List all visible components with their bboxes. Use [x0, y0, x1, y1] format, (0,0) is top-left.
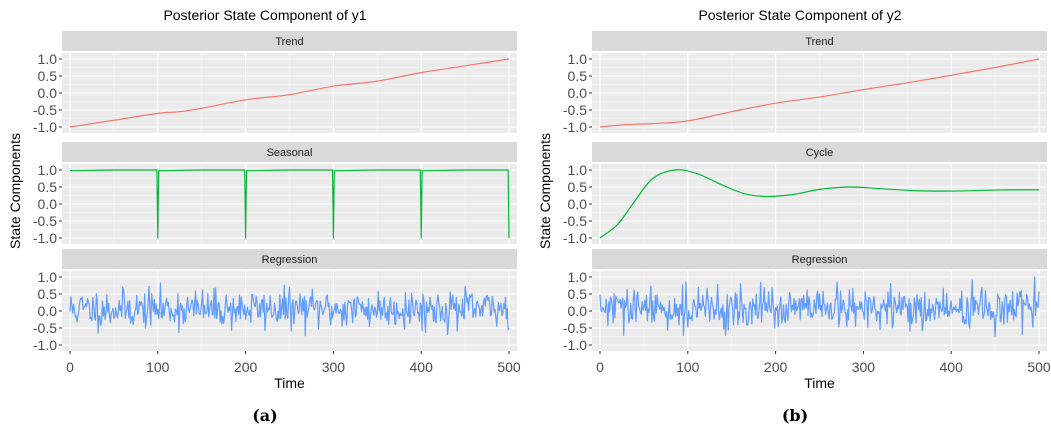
facet-regression: Regression 1.00.50.0-0.5-1.0: [563, 249, 1047, 353]
x-tick-label: 100: [146, 359, 170, 375]
series-line-cycle: [599, 169, 1040, 239]
chart-title: Posterior State Component of y2: [698, 7, 901, 23]
y-tick-label: 0.5: [38, 68, 58, 84]
facet-strip-label: Cycle: [806, 147, 834, 159]
x-axis-label: Time: [274, 375, 305, 391]
x-tick-label: 300: [852, 359, 876, 375]
x-tick-label: 100: [676, 359, 700, 375]
y-axis-label: State Components: [537, 133, 553, 249]
x-tick-label: 500: [497, 359, 521, 375]
facet-strip-label: Regression: [262, 254, 318, 266]
x-tick-label: 0: [596, 359, 604, 375]
series-line-regression: [599, 276, 1040, 337]
facet-strip: [592, 142, 1047, 162]
y-tick-label: -0.5: [563, 102, 587, 118]
y-tick-label: -1.0: [33, 119, 57, 135]
x-tick-label: 200: [764, 359, 788, 375]
y-tick-label: 0.0: [568, 85, 588, 101]
y-tick-label: 0.5: [568, 68, 588, 84]
caption-a: (a): [252, 406, 278, 425]
x-tick-label: 300: [322, 359, 346, 375]
facet-strip-label: Trend: [805, 36, 833, 48]
y-tick-label: 1.0: [568, 162, 588, 178]
facet-regression: Regression 1.00.50.0-0.5-1.0: [33, 249, 517, 353]
y-tick-label: 1.0: [38, 51, 58, 67]
y-tick-label: 1.0: [38, 269, 58, 285]
facet-strip: [62, 31, 517, 51]
y-tick-label: 0.5: [38, 179, 58, 195]
series-line-seasonal: [69, 169, 510, 239]
chart-title: Posterior State Component of y1: [163, 7, 366, 23]
facet-strip-label: Seasonal: [267, 147, 313, 159]
facet-strip: [62, 142, 517, 162]
y-tick-label: 0.0: [568, 303, 588, 319]
facet-strip: [592, 31, 1047, 51]
facet-seasonal: Seasonal 1.00.50.0-0.5-1.0: [33, 142, 517, 246]
facet-strip: [592, 249, 1047, 269]
series-line-trend: [599, 58, 1040, 128]
y-tick-label: -0.5: [33, 102, 57, 118]
y-tick-label: 0.5: [568, 286, 588, 302]
chart-y1: Posterior State Component of y1 State Com…: [7, 7, 521, 391]
y-tick-label: -0.5: [33, 213, 57, 229]
y-tick-label: -1.0: [563, 337, 587, 353]
x-tick-label: 0: [66, 359, 74, 375]
y-tick-label: 0.5: [38, 286, 58, 302]
y-tick-label: 0.0: [38, 85, 58, 101]
y-tick-label: -1.0: [563, 230, 587, 246]
y-tick-label: 1.0: [38, 162, 58, 178]
series-line-trend: [69, 58, 510, 128]
y-tick-label: -0.5: [563, 213, 587, 229]
facet-strip: [62, 249, 517, 269]
x-tick-label: 500: [1027, 359, 1051, 375]
y-tick-label: 1.0: [568, 51, 588, 67]
y-tick-label: 0.0: [568, 196, 588, 212]
y-tick-label: -0.5: [563, 320, 587, 336]
x-tick-label: 200: [234, 359, 258, 375]
chart-y2: Posterior State Component of y2 State Com…: [537, 7, 1051, 391]
facet-strip-label: Trend: [275, 36, 303, 48]
y-tick-label: -1.0: [33, 337, 57, 353]
y-tick-label: 0.0: [38, 196, 58, 212]
caption-b: (b): [782, 406, 808, 425]
y-tick-label: 0.5: [568, 179, 588, 195]
y-tick-label: -0.5: [33, 320, 57, 336]
facet-trend: Trend 1.00.50.0-0.5-1.0: [33, 31, 517, 135]
facet-strip-label: Regression: [792, 254, 848, 266]
y-tick-label: 1.0: [568, 269, 588, 285]
y-tick-label: -1.0: [563, 119, 587, 135]
y-axis-label: State Components: [7, 133, 23, 249]
facet-cycle: Cycle 1.00.50.0-0.5-1.0: [563, 142, 1047, 246]
x-tick-label: 400: [940, 359, 964, 375]
facet-trend: Trend 1.00.50.0-0.5-1.0: [563, 31, 1047, 135]
y-tick-label: 0.0: [38, 303, 58, 319]
x-axis-label: Time: [804, 375, 835, 391]
y-tick-label: -1.0: [33, 230, 57, 246]
series-line-regression: [69, 282, 510, 337]
x-tick-label: 400: [410, 359, 434, 375]
